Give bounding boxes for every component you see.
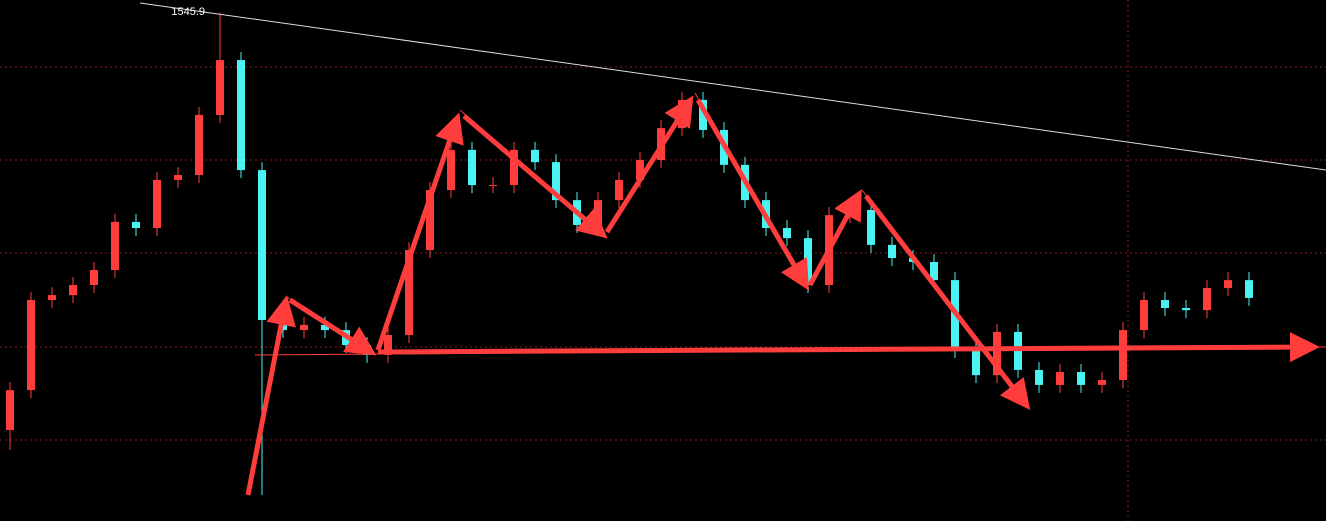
candle-body	[1161, 300, 1169, 309]
candle-body	[447, 149, 455, 191]
arrow	[864, 194, 1031, 410]
candle-body	[1224, 280, 1232, 289]
candle-body	[153, 179, 161, 229]
arrow	[695, 98, 810, 291]
candle-body	[174, 174, 182, 180]
candle-body	[426, 190, 434, 251]
candle-body	[1203, 288, 1211, 311]
candle-body	[111, 221, 119, 271]
candles	[6, 12, 1253, 495]
trend-line	[139, 2, 1326, 171]
candle-body	[27, 300, 35, 391]
arrow	[462, 114, 608, 239]
candle-body	[636, 159, 644, 180]
candle-body	[1182, 308, 1190, 311]
candle-body	[405, 250, 413, 335]
candle-body	[972, 349, 980, 376]
candle-body	[510, 149, 518, 186]
candle-body	[783, 228, 791, 239]
candle-body	[258, 170, 266, 320]
candle-body	[1077, 372, 1085, 385]
arrow	[245, 295, 296, 496]
candle-body	[930, 262, 938, 281]
candle-body	[804, 238, 812, 286]
candle-body	[321, 324, 329, 331]
candle-body	[888, 244, 896, 259]
candle-body	[1245, 280, 1253, 298]
annotations	[139, 2, 1326, 496]
candle-body	[384, 334, 392, 355]
arrow	[377, 332, 1320, 363]
arrow	[604, 95, 694, 234]
candle-body	[237, 60, 245, 171]
candle-body	[531, 149, 539, 163]
candle-body	[69, 285, 77, 296]
candle-body	[48, 295, 56, 301]
candle-body	[1140, 300, 1148, 331]
candle-body	[867, 209, 875, 245]
candle-body	[594, 200, 602, 225]
candle-body	[216, 60, 224, 115]
high-label: 1545.9	[171, 6, 205, 18]
arrow	[288, 297, 377, 356]
candle-body	[90, 270, 98, 286]
candle-body	[300, 324, 308, 331]
candle-body	[552, 162, 560, 201]
candle-body	[615, 179, 623, 201]
arrow	[375, 112, 464, 351]
candle-body	[1056, 372, 1064, 385]
candle-body	[468, 149, 476, 186]
candle-body	[195, 114, 203, 175]
candle-body	[1035, 369, 1043, 385]
candle-body	[6, 390, 14, 430]
candle-body	[489, 185, 497, 187]
candle-body	[1098, 380, 1106, 385]
candle-body	[993, 331, 1001, 376]
candle-body	[1119, 330, 1127, 381]
candle-body	[699, 99, 707, 130]
candle-body	[132, 221, 140, 229]
arrow	[807, 189, 862, 287]
